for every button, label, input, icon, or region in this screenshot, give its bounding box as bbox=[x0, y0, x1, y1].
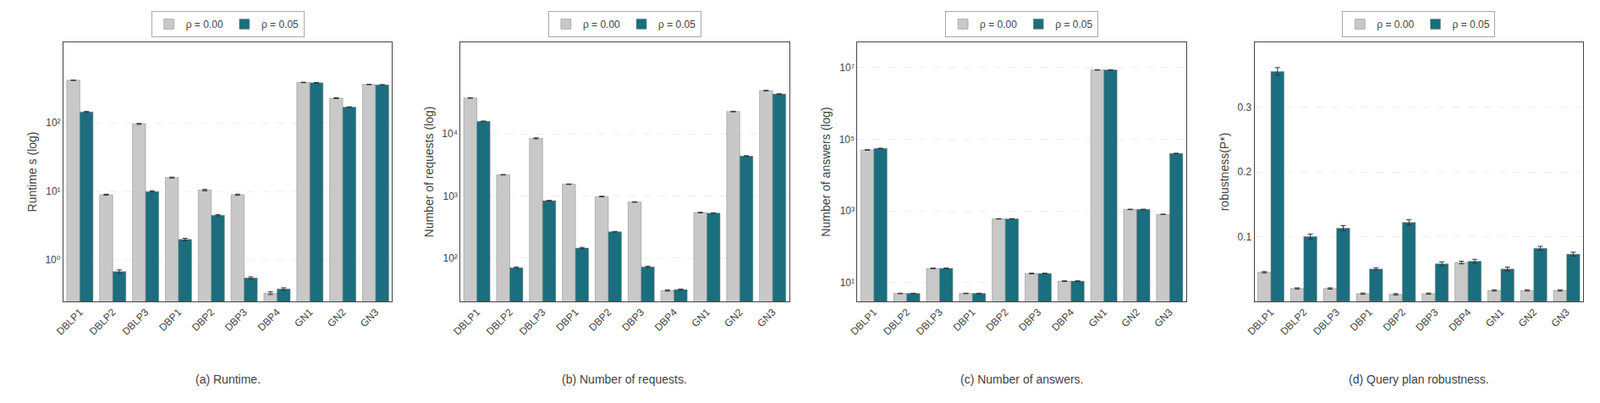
svg-text:ρ = 0.05: ρ = 0.05 bbox=[261, 18, 299, 31]
svg-text:DBP1: DBP1 bbox=[553, 306, 581, 334]
svg-text:GN3: GN3 bbox=[754, 306, 779, 330]
svg-text:(d) Query plan robustness.: (d) Query plan robustness. bbox=[1348, 372, 1490, 386]
svg-text:DBLP3: DBLP3 bbox=[120, 306, 152, 338]
svg-text:GN3: GN3 bbox=[1549, 306, 1573, 330]
svg-text:GN1: GN1 bbox=[291, 306, 316, 330]
svg-text:(b) Number of requests.: (b) Number of requests. bbox=[561, 372, 688, 386]
svg-text:ρ = 0.05: ρ = 0.05 bbox=[1055, 18, 1093, 31]
svg-text:DBP3: DBP3 bbox=[619, 306, 647, 334]
svg-text:10²: 10² bbox=[45, 116, 61, 129]
svg-text:DBLP1: DBLP1 bbox=[1245, 306, 1277, 338]
svg-text:DBP3: DBP3 bbox=[222, 306, 250, 334]
svg-text:DBP1: DBP1 bbox=[156, 306, 184, 334]
svg-text:DBP3: DBP3 bbox=[1016, 306, 1044, 334]
svg-text:ρ = 0.00: ρ = 0.00 bbox=[1376, 18, 1414, 31]
svg-text:GN2: GN2 bbox=[1516, 306, 1540, 330]
svg-text:10⁷: 10⁷ bbox=[839, 61, 855, 74]
svg-text:DBP1: DBP1 bbox=[951, 306, 979, 334]
svg-text:ρ = 0.05: ρ = 0.05 bbox=[658, 18, 696, 31]
svg-text:10³: 10³ bbox=[442, 190, 457, 203]
svg-text:Number of requests (log): Number of requests (log) bbox=[422, 106, 436, 238]
svg-text:DBLP2: DBLP2 bbox=[483, 306, 516, 338]
svg-text:ρ = 0.00: ρ = 0.00 bbox=[979, 18, 1018, 31]
svg-text:DBLP1: DBLP1 bbox=[54, 306, 86, 338]
svg-text:0.3: 0.3 bbox=[1237, 101, 1253, 114]
svg-text:DBP3: DBP3 bbox=[1413, 306, 1441, 334]
svg-text:Runtime s (log): Runtime s (log) bbox=[25, 131, 39, 213]
svg-text:GN2: GN2 bbox=[1119, 306, 1144, 330]
svg-text:10³: 10³ bbox=[840, 204, 855, 217]
svg-text:GN1: GN1 bbox=[1086, 306, 1111, 330]
svg-text:DBLP1: DBLP1 bbox=[847, 306, 880, 338]
svg-text:DBP4: DBP4 bbox=[1446, 306, 1474, 334]
svg-text:10²: 10² bbox=[442, 252, 457, 264]
svg-text:10⁰: 10⁰ bbox=[44, 253, 61, 266]
svg-text:ρ = 0.00: ρ = 0.00 bbox=[582, 18, 621, 31]
svg-text:Number of answers (log): Number of answers (log) bbox=[819, 106, 833, 237]
svg-text:DBLP1: DBLP1 bbox=[450, 306, 483, 338]
svg-text:DBP2: DBP2 bbox=[189, 306, 217, 334]
svg-text:DBLP2: DBLP2 bbox=[87, 306, 119, 338]
svg-text:GN3: GN3 bbox=[1151, 306, 1176, 330]
svg-text:ρ = 0.00: ρ = 0.00 bbox=[186, 18, 224, 31]
svg-text:GN2: GN2 bbox=[324, 306, 349, 330]
svg-text:(a) Runtime.: (a) Runtime. bbox=[195, 372, 261, 386]
svg-text:DBP2: DBP2 bbox=[983, 306, 1011, 334]
svg-text:GN1: GN1 bbox=[689, 306, 714, 330]
svg-text:GN2: GN2 bbox=[721, 306, 746, 330]
svg-text:GN3: GN3 bbox=[357, 306, 382, 330]
svg-text:DBP1: DBP1 bbox=[1347, 306, 1375, 334]
svg-text:GN1: GN1 bbox=[1483, 306, 1507, 330]
svg-text:0.2: 0.2 bbox=[1237, 165, 1253, 178]
svg-text:10¹: 10¹ bbox=[840, 276, 855, 289]
svg-text:DBLP2: DBLP2 bbox=[880, 306, 913, 338]
svg-text:(c) Number of answers.: (c) Number of answers. bbox=[960, 372, 1084, 386]
svg-text:DBP4: DBP4 bbox=[652, 306, 680, 334]
svg-text:ρ = 0.05: ρ = 0.05 bbox=[1451, 18, 1490, 31]
svg-text:10¹: 10¹ bbox=[45, 185, 61, 198]
svg-text:10⁴: 10⁴ bbox=[441, 127, 458, 140]
svg-text:DBP4: DBP4 bbox=[255, 306, 283, 334]
svg-text:DBLP3: DBLP3 bbox=[1310, 306, 1342, 338]
svg-text:DBP4: DBP4 bbox=[1049, 306, 1077, 334]
svg-text:robustness(P*): robustness(P*) bbox=[1217, 132, 1232, 212]
svg-text:DBLP3: DBLP3 bbox=[516, 306, 549, 338]
svg-text:0.1: 0.1 bbox=[1237, 230, 1253, 243]
svg-text:DBP2: DBP2 bbox=[1380, 306, 1408, 334]
svg-text:DBLP2: DBLP2 bbox=[1277, 306, 1309, 338]
svg-text:DBP2: DBP2 bbox=[586, 306, 614, 334]
svg-text:DBLP3: DBLP3 bbox=[913, 306, 946, 338]
svg-text:10⁵: 10⁵ bbox=[839, 133, 855, 146]
